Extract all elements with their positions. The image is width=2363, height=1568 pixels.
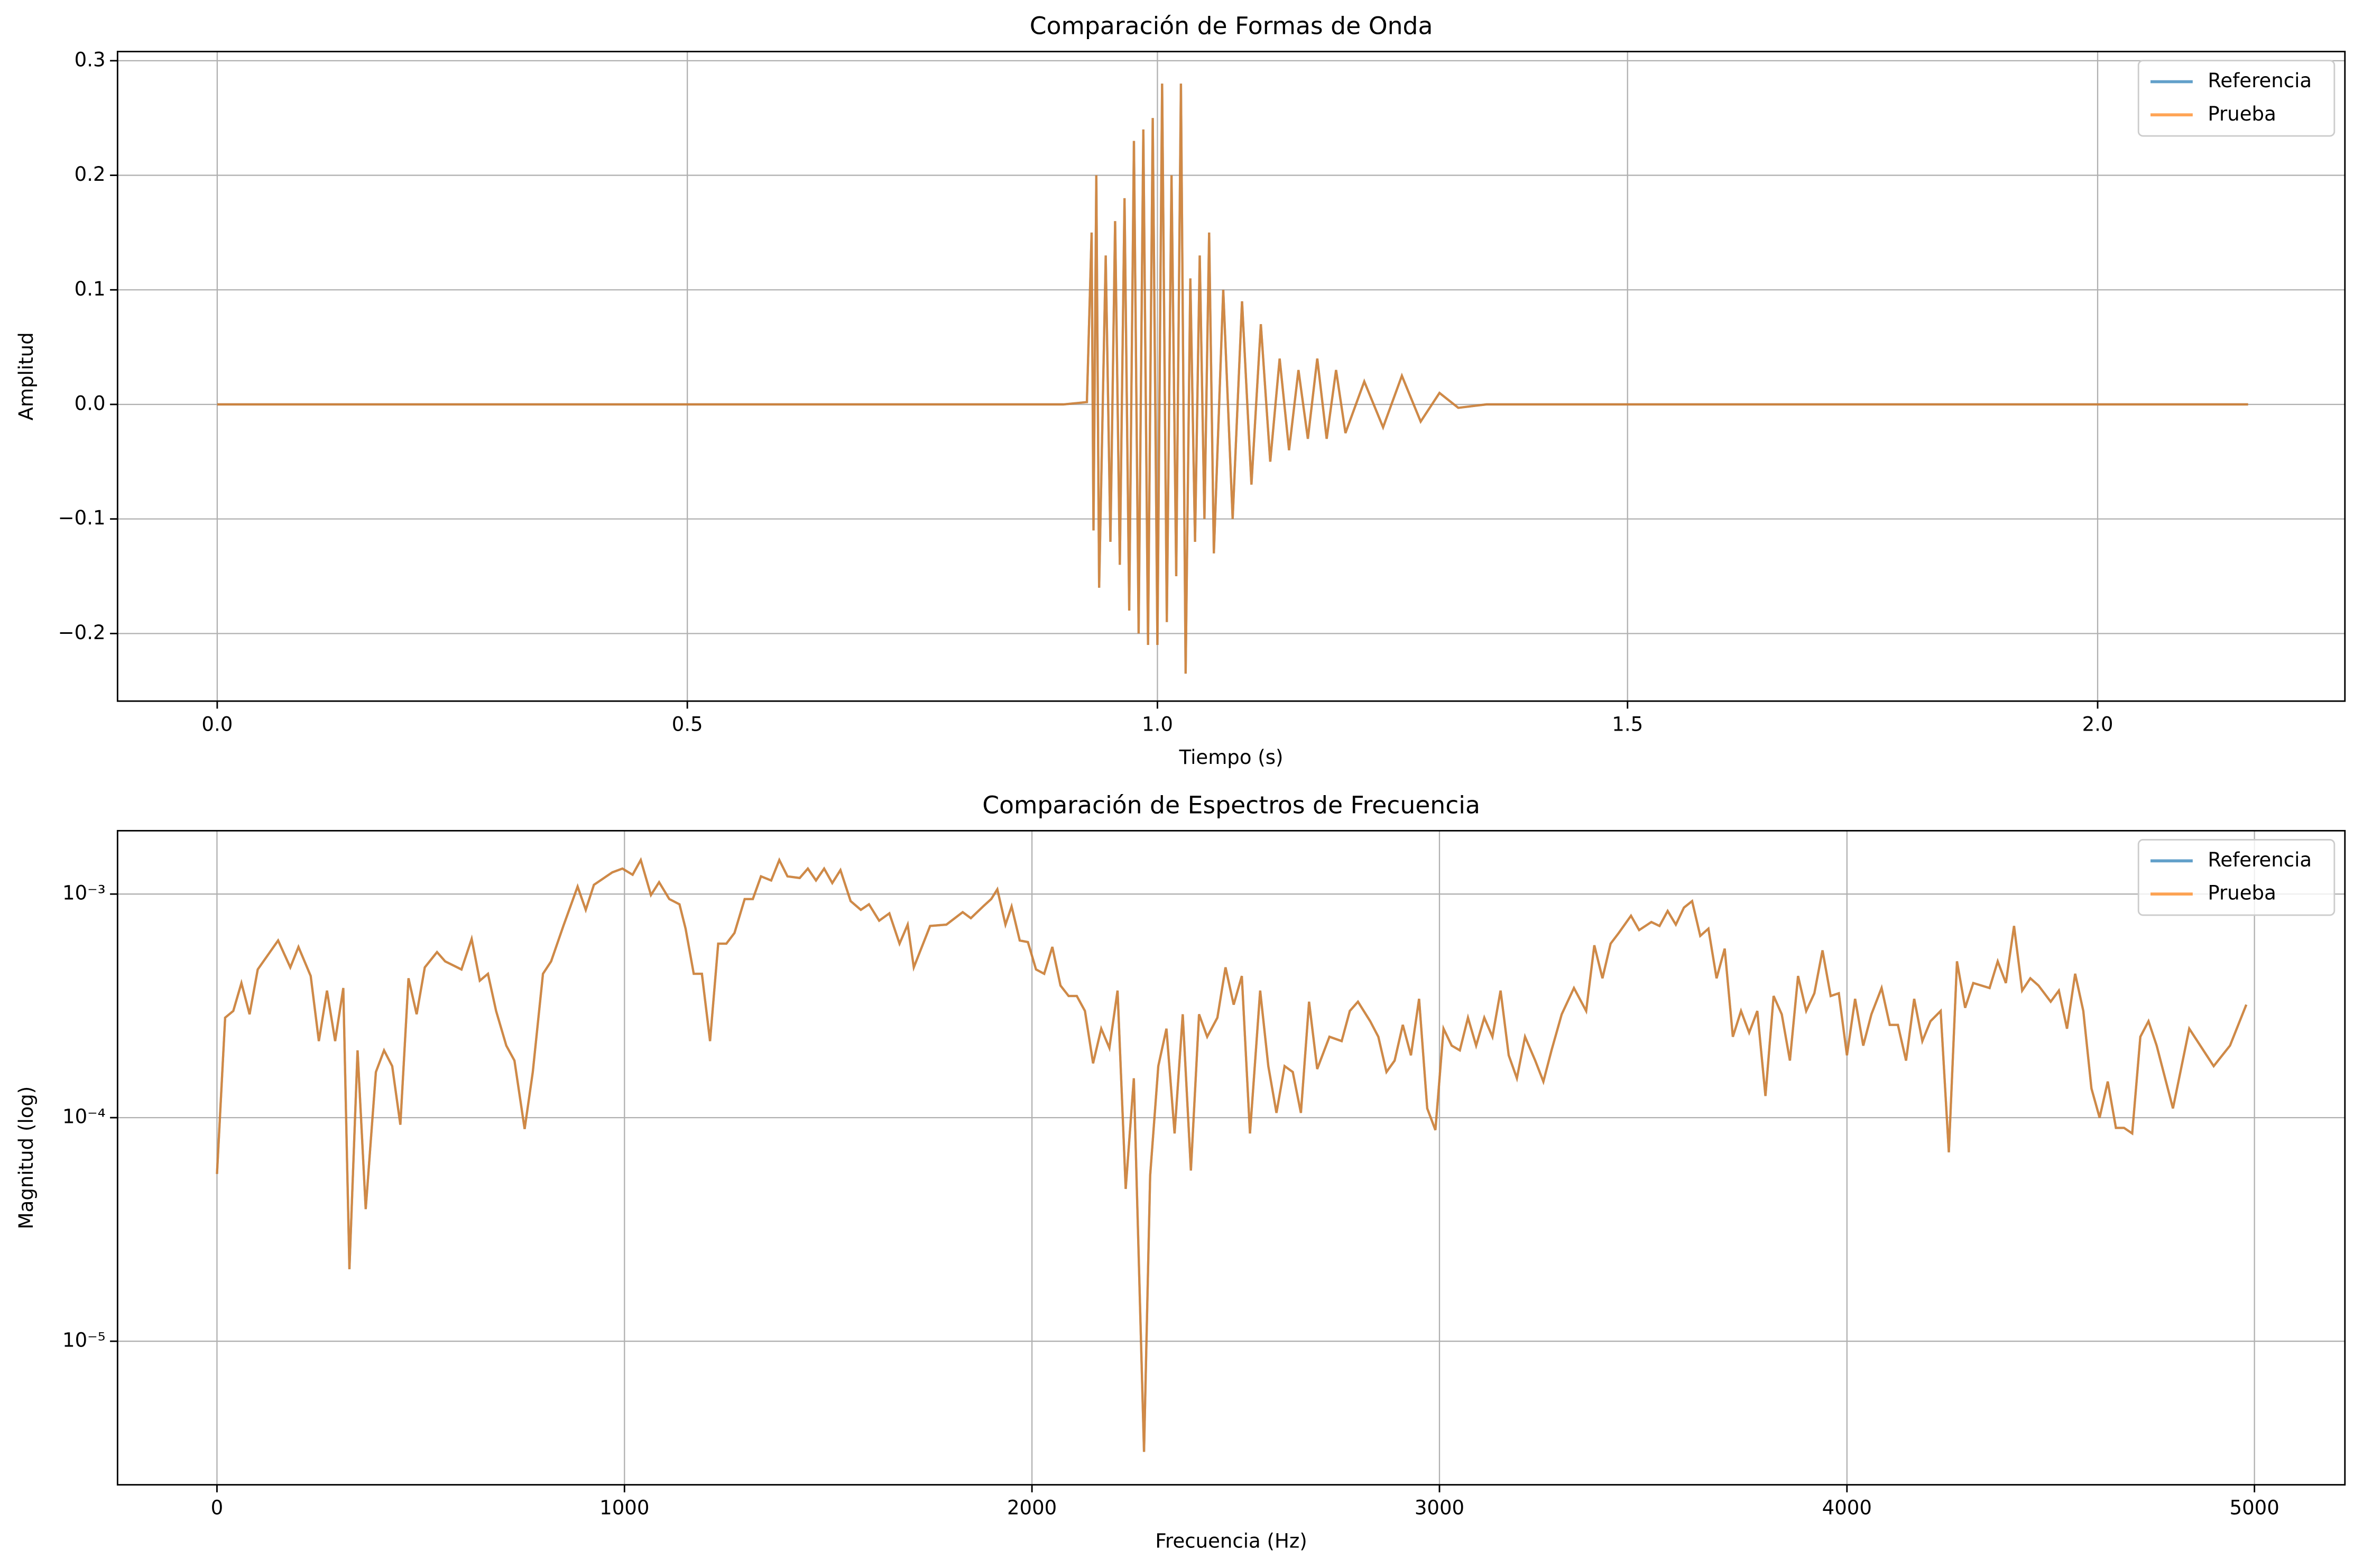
legend-label: Referencia [2208, 848, 2312, 871]
y-tick-label: 0.2 [75, 163, 106, 186]
series-line [217, 84, 2248, 674]
axes-frame [116, 51, 2346, 702]
x-tick-label: 1.0 [1142, 713, 1173, 735]
x-tick-label: 1000 [599, 1497, 649, 1519]
legend-box [2137, 60, 2336, 137]
x-tick-label: 2000 [1007, 1497, 1057, 1519]
axes-frame [116, 829, 2346, 1486]
legend-label: Prueba [2208, 882, 2276, 905]
x-tick-label: 3000 [1415, 1497, 1464, 1519]
series-line [216, 857, 2248, 1452]
legend-label: Referencia [2208, 69, 2312, 92]
x-tick-label: 0.5 [672, 713, 703, 735]
x-tick-label: 5000 [2230, 1497, 2279, 1519]
chart-title: Comparación de Formas de Onda [1030, 12, 1433, 40]
x-axis-label: Tiempo (s) [1179, 746, 1284, 769]
x-tick-label: 0.0 [201, 713, 233, 735]
y-axis-label: Magnitud (log) [15, 1086, 38, 1230]
x-tick-label: 2.0 [2082, 713, 2113, 735]
series-line [217, 84, 2248, 674]
legend-label: Prueba [2208, 103, 2276, 125]
y-tick-label: 10⁻⁵ [62, 1329, 106, 1352]
series-line [216, 857, 2248, 1452]
y-tick-label: 0.0 [75, 392, 106, 414]
x-tick-label: 1.5 [1612, 713, 1643, 735]
y-tick-label: −0.1 [58, 506, 106, 529]
x-tick-label: 4000 [1822, 1497, 1872, 1519]
y-tick-label: 0.3 [75, 48, 106, 71]
chart-title: Comparación de Espectros de Frecuencia [982, 791, 1480, 819]
y-tick-label: 10⁻⁴ [62, 1105, 106, 1128]
y-axis-label: Amplitud [15, 332, 38, 420]
y-tick-label: 0.1 [75, 278, 106, 300]
x-tick-label: 0 [211, 1497, 224, 1519]
legend-box [2137, 839, 2336, 916]
y-tick-label: 10⁻³ [62, 882, 106, 905]
x-axis-label: Frecuencia (Hz) [1155, 1529, 1307, 1552]
y-tick-label: −0.2 [58, 621, 106, 644]
